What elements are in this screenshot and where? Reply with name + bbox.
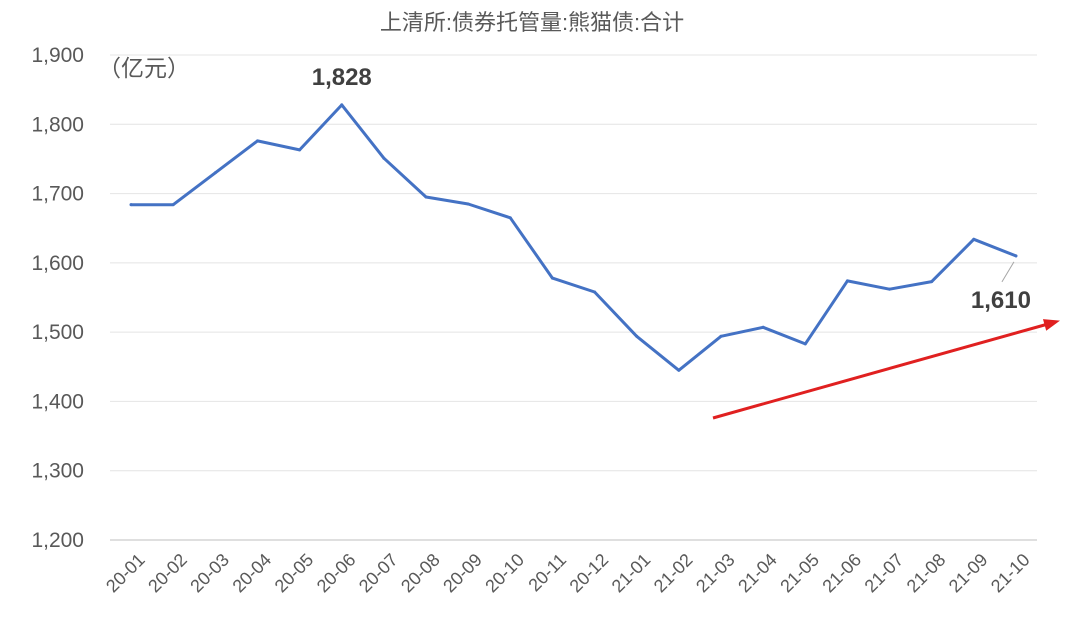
y-tick-label: 1,400 xyxy=(31,390,84,413)
data-point xyxy=(213,171,217,175)
gridlines xyxy=(110,54,1037,541)
data-point xyxy=(466,202,470,206)
x-tick-label: 21-06 xyxy=(818,550,865,597)
data-labels: 1,828 1,610 xyxy=(312,64,1031,314)
y-tick-label: 1,600 xyxy=(31,252,84,275)
data-point xyxy=(424,195,428,199)
y-tick-label: 1,300 xyxy=(31,460,84,483)
data-point xyxy=(298,148,302,152)
x-tick-label: 21-05 xyxy=(776,550,823,597)
unit-label: （亿元） xyxy=(98,55,190,81)
data-point xyxy=(761,325,765,329)
y-tick-label: 1,900 xyxy=(31,44,84,67)
x-tick-label: 21-07 xyxy=(861,550,908,597)
trend-arrow-shaft xyxy=(712,322,1049,420)
data-point xyxy=(550,276,554,280)
data-point xyxy=(1014,254,1018,258)
x-tick-label: 21-04 xyxy=(734,550,781,597)
x-tick-label: 20-04 xyxy=(229,550,276,597)
data-point xyxy=(972,237,976,241)
x-tick-label: 21-01 xyxy=(608,550,655,597)
x-tick-label: 21-03 xyxy=(692,550,739,597)
series-layer xyxy=(129,103,1018,372)
x-tick-label: 20-05 xyxy=(271,550,318,597)
y-tick-label: 1,700 xyxy=(31,183,84,206)
data-point xyxy=(129,203,133,207)
data-point xyxy=(635,334,639,338)
trend-arrow-head xyxy=(1042,319,1060,331)
x-tick-label: 20-06 xyxy=(313,550,360,597)
y-tick-label: 1,800 xyxy=(31,113,84,136)
data-point xyxy=(255,139,259,143)
data-label: 1,610 xyxy=(971,287,1031,314)
data-point xyxy=(382,156,386,160)
data-point xyxy=(930,280,934,284)
x-tick-label: 20-11 xyxy=(524,550,570,596)
data-point xyxy=(888,287,892,291)
data-point xyxy=(845,279,849,283)
data-point xyxy=(171,203,175,207)
data-point xyxy=(677,368,681,372)
data-label: 1,828 xyxy=(312,64,372,91)
x-tick-label: 21-09 xyxy=(945,550,992,597)
x-tick-label: 21-10 xyxy=(987,550,1034,597)
x-axis: 20-0120-0220-0320-0420-0520-0620-0720-08… xyxy=(102,550,1034,597)
data-point xyxy=(508,216,512,220)
data-point xyxy=(340,103,344,107)
x-tick-label: 20-01 xyxy=(102,550,149,597)
data-point xyxy=(803,342,807,346)
y-tick-label: 1,500 xyxy=(31,321,84,344)
x-tick-label: 20-09 xyxy=(439,550,486,597)
x-tick-label: 20-12 xyxy=(566,550,613,597)
x-tick-label: 20-02 xyxy=(144,550,191,597)
y-axis: 1,200 1,300 1,400 1,500 1,600 1,700 1,800 1,900 xyxy=(31,44,84,552)
x-tick-label: 20-07 xyxy=(355,550,402,597)
x-tick-label: 20-10 xyxy=(481,550,528,597)
x-tick-label: 20-03 xyxy=(186,550,233,597)
x-tick-label: 21-02 xyxy=(650,550,697,597)
x-tick-label: 21-08 xyxy=(903,550,950,597)
trend-arrow xyxy=(712,319,1060,420)
data-point xyxy=(593,290,597,294)
label-leader-line xyxy=(1001,261,1015,283)
data-point xyxy=(719,334,723,338)
x-tick-label: 20-08 xyxy=(397,550,444,597)
series-line xyxy=(129,103,1018,372)
chart-title: 上清所:债券托管量:熊猫债:合计 xyxy=(380,10,684,35)
y-tick-label: 1,200 xyxy=(31,529,84,552)
